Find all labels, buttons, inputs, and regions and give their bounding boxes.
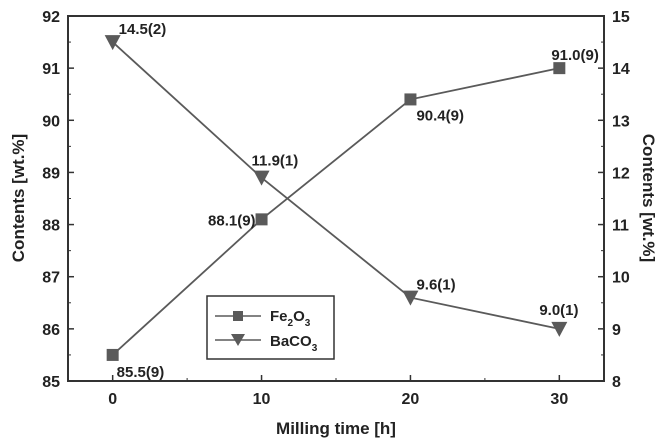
data-label-baco3: 11.9(1) (252, 153, 299, 170)
legend-fe2o3-label: Fe2O3 (270, 308, 311, 329)
data-point-fe2o3 (553, 62, 566, 75)
data-label-fe2o3: 91.0(9) (551, 47, 599, 64)
left-tick-label: 92 (42, 9, 60, 26)
right-axis: 8 9 10 11 12 13 14 15 (598, 9, 630, 391)
right-tick-label: 8 (612, 374, 621, 391)
series-layer: 85.5(9) 88.1(9) 90.4(9) 91.0(9) 14.5(2) 11.9(… (104, 21, 599, 381)
left-tick-label: 90 (42, 113, 60, 130)
left-axis: 85 86 87 88 89 90 91 92 (42, 9, 74, 391)
data-label-baco3: 14.5(2) (119, 21, 167, 38)
x-tick-label: 10 (253, 391, 271, 408)
right-tick-label: 11 (612, 218, 629, 235)
data-point-baco3 (104, 35, 121, 51)
right-tick-label: 15 (612, 9, 630, 26)
legend-fe2o3-marker (233, 311, 243, 321)
x-axis-title: Milling time [h] (276, 419, 396, 438)
data-label-fe2o3: 85.5(9) (117, 364, 165, 381)
right-tick-label: 14 (612, 61, 630, 78)
right-tick-label: 9 (612, 322, 621, 339)
legend-baco3-marker (231, 334, 245, 346)
data-point-baco3 (551, 321, 568, 337)
left-tick-label: 91 (42, 61, 60, 78)
right-axis-title: Contents [wt.%] (639, 134, 658, 262)
data-label-fe2o3: 88.1(9) (208, 212, 256, 229)
left-axis-title: Contents [wt.%] (9, 134, 28, 262)
x-tick-label: 30 (550, 391, 568, 408)
data-label-baco3: 9.0(1) (539, 302, 578, 319)
series-line-fe2o3 (112, 67, 560, 356)
legend: Fe2O3 BaCO3 (206, 295, 335, 360)
right-tick-label: 12 (612, 165, 630, 182)
x-axis: 0 10 20 30 (108, 375, 568, 408)
data-point-fe2o3 (404, 93, 417, 106)
x-tick-label: 0 (108, 391, 117, 408)
right-tick-label: 13 (612, 113, 630, 130)
left-tick-label: 85 (42, 374, 60, 391)
data-label-fe2o3: 90.4(9) (416, 107, 464, 124)
left-tick-label: 89 (42, 165, 60, 182)
data-label-baco3: 9.6(1) (416, 277, 455, 294)
data-point-fe2o3 (106, 348, 119, 361)
left-tick-label: 86 (42, 322, 60, 339)
right-tick-label: 10 (612, 270, 630, 287)
plot-frame (67, 15, 605, 382)
x-tick-label: 20 (402, 391, 420, 408)
left-tick-label: 88 (42, 218, 60, 235)
data-point-baco3 (253, 170, 270, 186)
legend-box (206, 295, 335, 360)
left-tick-label: 87 (42, 270, 60, 287)
legend-baco3-label: BaCO3 (270, 333, 318, 354)
data-point-baco3 (402, 290, 419, 306)
series-line-baco3 (112, 41, 560, 330)
data-point-fe2o3 (255, 213, 268, 226)
